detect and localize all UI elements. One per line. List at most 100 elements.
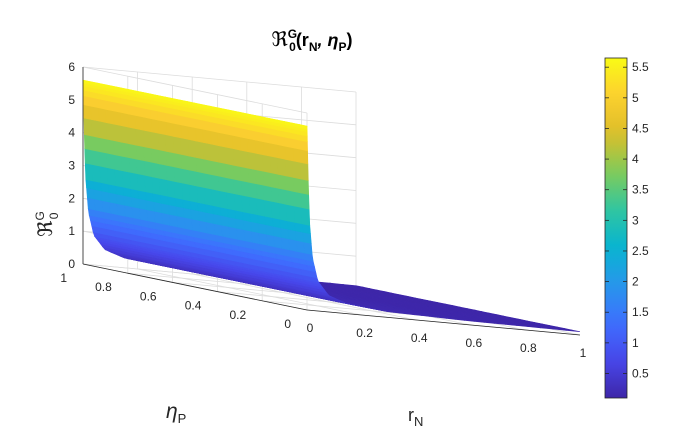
surface-patch bbox=[150, 118, 159, 134]
z-tick-label: 5 bbox=[68, 93, 75, 107]
surface-patch bbox=[261, 116, 270, 119]
surface-patch bbox=[188, 155, 198, 172]
surface-patch bbox=[150, 131, 160, 151]
surface-patch bbox=[303, 241, 313, 255]
surface-patch bbox=[137, 173, 146, 193]
surface-patch bbox=[295, 240, 306, 254]
surface-patch bbox=[91, 119, 100, 138]
y-tick-label: 0.2 bbox=[230, 308, 247, 322]
surface-patch bbox=[241, 180, 250, 198]
surface-patch bbox=[247, 113, 255, 116]
surface-patch bbox=[90, 105, 100, 122]
grid-line bbox=[137, 268, 362, 316]
colorbar-tick-label: 5 bbox=[632, 91, 639, 105]
y-tick-label: 0.8 bbox=[95, 280, 112, 294]
surface-patch bbox=[113, 110, 122, 126]
surface-patch bbox=[203, 142, 212, 161]
surface-patch bbox=[84, 148, 94, 165]
surface-patch bbox=[271, 201, 281, 220]
surface-patch bbox=[94, 198, 104, 212]
surface bbox=[82, 79, 581, 332]
surface-patch bbox=[189, 184, 199, 203]
surface-patch bbox=[144, 160, 153, 178]
x-tick-label: 0.8 bbox=[520, 341, 537, 355]
surface-patch bbox=[232, 135, 242, 151]
surface-patch bbox=[233, 178, 243, 196]
x-tick-label: 0.4 bbox=[411, 331, 428, 345]
surface-patch bbox=[202, 104, 210, 107]
surface-patch bbox=[120, 125, 130, 145]
surface-patch bbox=[107, 167, 116, 186]
surface-patch bbox=[173, 152, 183, 169]
surface-patch bbox=[299, 148, 309, 165]
surface-patch bbox=[112, 86, 121, 89]
surface-patch bbox=[152, 176, 161, 196]
surface-patch bbox=[240, 149, 249, 169]
z-tick-label: 1 bbox=[68, 224, 75, 238]
surface-patch bbox=[121, 155, 131, 173]
surface-patch bbox=[293, 191, 303, 208]
surface-patch bbox=[101, 200, 111, 214]
surface-patch bbox=[218, 161, 227, 179]
surface-patch bbox=[206, 221, 216, 235]
surface-patch bbox=[116, 203, 126, 217]
colorbar-tick-label: 0.5 bbox=[632, 366, 649, 380]
surface-patch bbox=[258, 232, 268, 246]
surface-patch bbox=[180, 137, 190, 157]
surface-patch bbox=[159, 178, 169, 197]
surface-patch bbox=[196, 171, 206, 188]
z-tick-label: 0 bbox=[68, 257, 75, 271]
colorbar-tick-label: 3.5 bbox=[632, 183, 649, 197]
surface-patch bbox=[210, 130, 219, 146]
surface-patch bbox=[195, 157, 205, 174]
surface-patch bbox=[277, 144, 286, 160]
surface-patch bbox=[196, 185, 206, 205]
y-tick-label: 0 bbox=[284, 317, 291, 331]
surface-patch bbox=[106, 152, 116, 170]
surface-patch bbox=[106, 138, 115, 156]
surface-patch bbox=[211, 188, 221, 208]
z-tick-label: 6 bbox=[68, 60, 75, 74]
surface-patch bbox=[300, 178, 310, 195]
colorbar-tick-label: 3 bbox=[632, 213, 639, 227]
grid-line bbox=[82, 66, 308, 114]
surface-patch bbox=[86, 197, 96, 211]
surface-patch bbox=[128, 126, 137, 146]
y-tick-label: 0.6 bbox=[140, 289, 157, 303]
surface-patch bbox=[299, 124, 308, 127]
surface-patch bbox=[255, 152, 264, 172]
colorbar-tick-label: 4.5 bbox=[632, 121, 649, 135]
surface-patch bbox=[217, 145, 227, 164]
surface-patch bbox=[165, 134, 175, 154]
x-tick-label: 0.2 bbox=[356, 326, 373, 340]
surface-patch bbox=[98, 107, 107, 123]
y-tick-label: 0.4 bbox=[185, 299, 202, 313]
surface-patch bbox=[166, 165, 176, 182]
surface-patch bbox=[165, 121, 174, 137]
surface-patch bbox=[239, 111, 248, 115]
surface-patch bbox=[195, 127, 204, 143]
z-tick-label: 3 bbox=[68, 159, 75, 173]
surface-patch bbox=[113, 123, 122, 143]
surface-patch bbox=[129, 171, 139, 191]
surface-patch bbox=[90, 81, 98, 84]
surface-patch bbox=[248, 181, 258, 199]
surface-patch bbox=[169, 214, 179, 228]
surface-patch bbox=[143, 116, 152, 133]
surface-patch bbox=[241, 194, 251, 214]
surface-patch bbox=[262, 154, 272, 174]
surface-patch bbox=[217, 107, 225, 110]
surface-patch bbox=[83, 134, 93, 151]
surface-patch bbox=[251, 230, 261, 245]
surface-patch bbox=[143, 146, 153, 163]
surface-patch bbox=[158, 132, 167, 152]
surface-patch bbox=[228, 226, 238, 240]
surface-patch bbox=[122, 170, 131, 190]
surface-patch bbox=[284, 145, 294, 162]
surface-patch bbox=[226, 177, 235, 195]
surface-patch bbox=[121, 141, 130, 159]
surface-patch bbox=[174, 181, 184, 200]
surface-patch bbox=[284, 121, 293, 124]
axes-lines bbox=[82, 67, 581, 336]
